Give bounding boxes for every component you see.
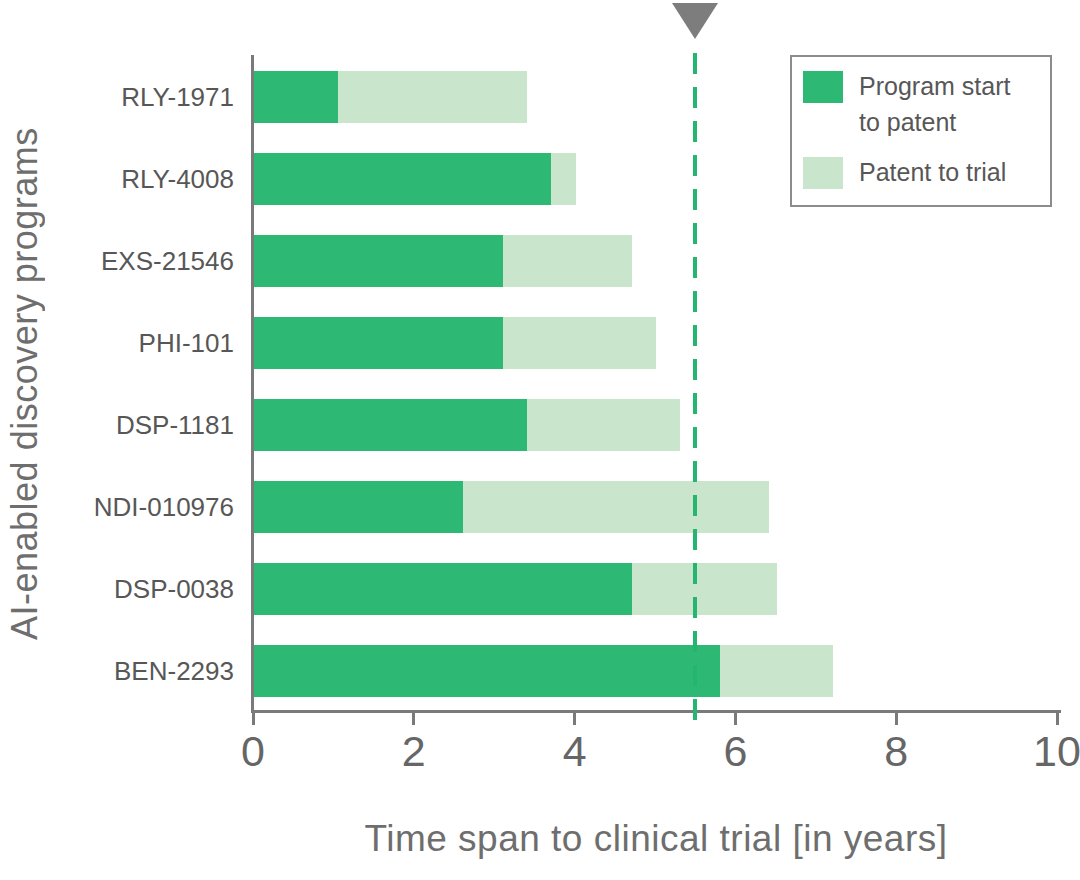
bar-segment-patent-to-trial xyxy=(527,399,680,451)
category-label: PHI-101 xyxy=(50,317,234,369)
x-tick-mark xyxy=(1056,710,1059,725)
x-axis-title: Time span to clinical trial [in years] xyxy=(253,818,1059,860)
x-tick-label: 6 xyxy=(675,730,795,773)
x-tick-mark xyxy=(412,710,415,725)
x-tick-label: 10 xyxy=(997,730,1080,773)
legend-swatch-program-start xyxy=(803,71,843,103)
category-label: DSP-1181 xyxy=(50,399,234,451)
category-label: BEN-2293 xyxy=(50,645,234,697)
legend-label-patent-to-trial: Patent to trial xyxy=(859,155,1021,191)
bar-row xyxy=(254,153,576,205)
legend: Program start to patent Patent to trial xyxy=(790,55,1052,207)
bar-segment-program-start xyxy=(254,317,503,369)
bar-segment-patent-to-trial xyxy=(632,563,777,615)
bar-row xyxy=(254,481,769,533)
bar-segment-program-start xyxy=(254,153,551,205)
bar-segment-program-start xyxy=(254,481,463,533)
category-label: RLY-1971 xyxy=(50,71,234,123)
x-tick-mark xyxy=(573,710,576,725)
bar-row xyxy=(254,71,527,123)
legend-item-program-start: Program start to patent xyxy=(803,69,1050,140)
bar-row xyxy=(254,399,680,451)
bar-segment-program-start xyxy=(254,399,527,451)
bar-segment-program-start xyxy=(254,235,503,287)
y-axis-line xyxy=(251,55,254,713)
legend-swatch-patent-to-trial xyxy=(803,157,843,189)
y-axis-title: AI-enabled discovery programs xyxy=(4,55,46,713)
bar-segment-patent-to-trial xyxy=(720,645,833,697)
x-tick-mark xyxy=(252,710,255,725)
bar-segment-patent-to-trial xyxy=(503,317,656,369)
bar-segment-patent-to-trial xyxy=(338,71,527,123)
x-tick-label: 2 xyxy=(354,730,474,773)
bar-segment-patent-to-trial xyxy=(551,153,575,205)
bar-row xyxy=(254,235,632,287)
category-label: DSP-0038 xyxy=(50,563,234,615)
x-tick-label: 4 xyxy=(515,730,635,773)
x-tick-mark xyxy=(734,710,737,725)
bar-segment-patent-to-trial xyxy=(463,481,769,533)
x-tick-mark xyxy=(895,710,898,725)
bar-row xyxy=(254,645,833,697)
x-tick-label: 8 xyxy=(836,730,956,773)
category-label: NDI-010976 xyxy=(50,481,234,533)
bar-row xyxy=(254,563,777,615)
bar-segment-program-start xyxy=(254,645,720,697)
bar-segment-program-start xyxy=(254,71,338,123)
category-label: RLY-4008 xyxy=(50,153,234,205)
x-axis-line xyxy=(251,710,1061,713)
reference-line xyxy=(693,53,697,722)
chart-root: AI-enabled discovery programs RLY-1971 RL… xyxy=(0,0,1080,880)
bar-segment-program-start xyxy=(254,563,632,615)
bar-row xyxy=(254,317,656,369)
bar-segment-patent-to-trial xyxy=(503,235,632,287)
category-label: EXS-21546 xyxy=(50,235,234,287)
down-triangle-icon xyxy=(672,3,718,39)
legend-label-program-start: Program start to patent xyxy=(859,69,1021,140)
legend-item-patent-to-trial: Patent to trial xyxy=(803,155,1050,191)
x-tick-label: 0 xyxy=(193,730,313,773)
